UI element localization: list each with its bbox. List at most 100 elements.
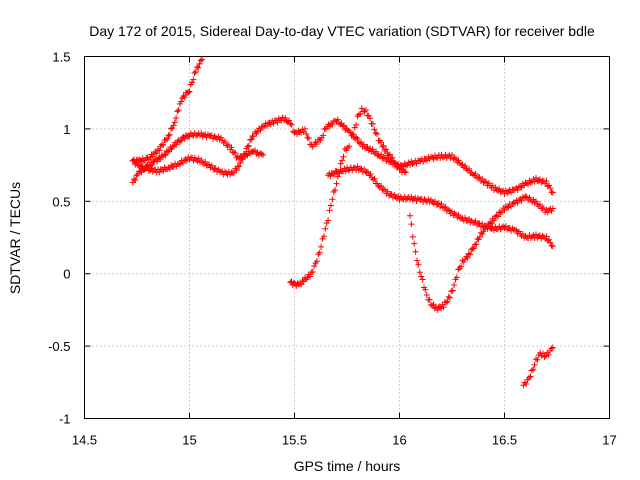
y-tick-label: 0.5 bbox=[52, 194, 70, 209]
data-point bbox=[369, 120, 376, 127]
data-point bbox=[180, 93, 187, 100]
data-point bbox=[186, 88, 193, 95]
data-point bbox=[425, 196, 432, 203]
data-point bbox=[164, 148, 171, 155]
data-point bbox=[414, 257, 420, 264]
data-point bbox=[462, 162, 469, 169]
data-point bbox=[543, 233, 550, 240]
data-point bbox=[401, 168, 408, 175]
data-point bbox=[530, 176, 537, 183]
data-point bbox=[512, 226, 518, 233]
data-point bbox=[459, 161, 466, 168]
data-point bbox=[477, 223, 484, 230]
data-point bbox=[332, 187, 339, 194]
data-point bbox=[177, 160, 184, 167]
data-point bbox=[242, 151, 249, 158]
data-point bbox=[455, 266, 462, 273]
data-point bbox=[190, 157, 197, 164]
data-point bbox=[549, 205, 556, 212]
data-point bbox=[288, 121, 295, 128]
data-point bbox=[438, 305, 445, 312]
data-point bbox=[487, 219, 494, 226]
data-point bbox=[508, 227, 515, 234]
data-point bbox=[367, 170, 374, 177]
data-point bbox=[286, 117, 293, 124]
data-point bbox=[407, 161, 413, 168]
data-point bbox=[171, 119, 178, 126]
data-point bbox=[533, 198, 539, 205]
data-point bbox=[380, 142, 387, 149]
data-point bbox=[514, 187, 521, 194]
data-point bbox=[539, 177, 546, 184]
data-point bbox=[131, 176, 138, 183]
data-point bbox=[204, 131, 211, 138]
data-point bbox=[456, 214, 463, 221]
y-axis-label: SDTVAR / TECUs bbox=[7, 182, 23, 294]
data-point bbox=[341, 122, 348, 129]
data-point bbox=[389, 154, 396, 161]
data-point bbox=[162, 152, 169, 159]
data-point bbox=[233, 167, 240, 174]
data-point bbox=[331, 171, 338, 178]
data-point bbox=[162, 137, 169, 144]
data-point bbox=[155, 146, 161, 153]
data-point bbox=[430, 301, 437, 308]
data-point bbox=[325, 217, 332, 224]
data-point bbox=[218, 134, 224, 141]
data-point bbox=[375, 152, 382, 159]
data-point bbox=[149, 161, 156, 168]
data-point bbox=[144, 164, 151, 171]
data-point bbox=[549, 189, 556, 196]
data-point bbox=[302, 125, 308, 132]
data-point bbox=[464, 255, 471, 262]
data-point bbox=[332, 117, 339, 124]
data-point bbox=[342, 168, 349, 175]
data-point bbox=[372, 129, 379, 136]
data-point bbox=[320, 233, 327, 240]
data-point bbox=[194, 131, 201, 138]
data-point bbox=[364, 144, 371, 151]
data-point bbox=[530, 232, 537, 239]
data-point bbox=[479, 175, 486, 182]
data-point bbox=[412, 248, 419, 255]
data-point bbox=[411, 240, 418, 247]
data-point bbox=[449, 151, 455, 158]
data-point bbox=[190, 76, 197, 83]
data-point bbox=[388, 191, 395, 198]
data-point bbox=[265, 120, 272, 127]
data-point bbox=[441, 204, 448, 211]
data-point bbox=[466, 165, 473, 172]
data-point bbox=[483, 178, 490, 185]
data-point bbox=[194, 158, 201, 165]
data-point bbox=[270, 120, 277, 127]
data-point bbox=[365, 112, 372, 119]
data-point bbox=[493, 212, 500, 219]
data-point bbox=[305, 135, 312, 142]
data-point bbox=[391, 159, 398, 166]
data-point bbox=[493, 186, 500, 193]
data-point bbox=[236, 163, 243, 170]
y-tick-label: -1 bbox=[59, 412, 71, 427]
data-point bbox=[147, 154, 154, 161]
data-point bbox=[429, 302, 436, 309]
data-point bbox=[186, 133, 193, 140]
data-point bbox=[534, 356, 541, 363]
data-point bbox=[208, 162, 215, 169]
data-point bbox=[449, 287, 456, 294]
data-point bbox=[326, 207, 333, 214]
data-point bbox=[298, 129, 305, 136]
data-point bbox=[333, 180, 340, 187]
data-point bbox=[340, 153, 347, 160]
x-tick-label: 16.5 bbox=[492, 433, 517, 448]
data-point bbox=[496, 185, 503, 192]
data-point bbox=[164, 135, 171, 142]
data-point bbox=[514, 199, 521, 206]
data-point bbox=[260, 124, 266, 130]
data-point bbox=[336, 170, 343, 177]
data-point bbox=[392, 160, 399, 167]
data-point bbox=[452, 155, 459, 162]
data-point bbox=[414, 195, 421, 202]
data-point bbox=[504, 204, 511, 211]
data-point bbox=[329, 196, 336, 203]
data-point bbox=[263, 123, 270, 130]
